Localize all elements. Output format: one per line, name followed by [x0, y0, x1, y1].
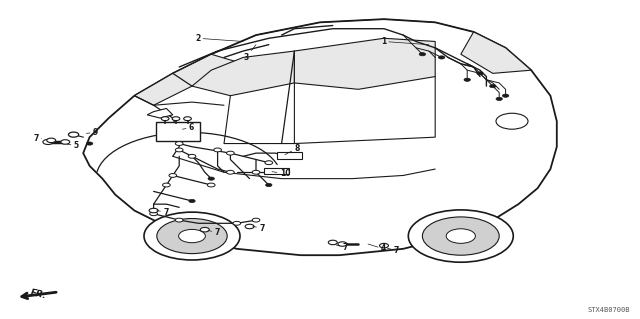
- Polygon shape: [134, 54, 243, 105]
- Circle shape: [446, 229, 476, 243]
- FancyBboxPatch shape: [277, 152, 302, 159]
- Text: FR.: FR.: [29, 288, 47, 300]
- Circle shape: [496, 113, 528, 129]
- Circle shape: [144, 212, 240, 260]
- Circle shape: [163, 183, 170, 187]
- Circle shape: [175, 148, 183, 152]
- Text: 7: 7: [253, 224, 264, 233]
- Circle shape: [496, 97, 502, 100]
- Text: 1: 1: [381, 37, 429, 46]
- Circle shape: [169, 174, 177, 177]
- Text: 7: 7: [208, 228, 220, 237]
- Text: 10: 10: [272, 169, 290, 178]
- Circle shape: [422, 217, 499, 255]
- Text: 4: 4: [368, 244, 386, 253]
- Circle shape: [149, 208, 158, 213]
- Circle shape: [380, 243, 388, 248]
- Text: 8: 8: [285, 144, 300, 155]
- Circle shape: [172, 117, 180, 121]
- Circle shape: [285, 155, 291, 158]
- Circle shape: [43, 139, 53, 145]
- Text: 6: 6: [182, 123, 194, 132]
- Text: 5: 5: [67, 141, 79, 150]
- Text: 7: 7: [157, 208, 168, 217]
- Circle shape: [47, 138, 56, 143]
- Text: STX4B0700B: STX4B0700B: [588, 307, 630, 313]
- Circle shape: [184, 117, 191, 121]
- Text: 9: 9: [86, 128, 98, 137]
- Circle shape: [233, 221, 241, 225]
- Circle shape: [86, 142, 93, 145]
- Circle shape: [266, 183, 272, 187]
- Circle shape: [188, 154, 196, 158]
- Circle shape: [68, 132, 79, 137]
- Circle shape: [328, 240, 337, 245]
- Circle shape: [227, 170, 234, 174]
- Circle shape: [266, 161, 272, 164]
- Text: 7: 7: [33, 134, 42, 143]
- Circle shape: [157, 219, 227, 254]
- Circle shape: [490, 85, 496, 88]
- Circle shape: [252, 170, 260, 174]
- Polygon shape: [147, 108, 173, 118]
- Circle shape: [252, 218, 260, 222]
- Circle shape: [179, 229, 205, 243]
- FancyBboxPatch shape: [264, 168, 289, 174]
- Polygon shape: [461, 32, 531, 73]
- Circle shape: [502, 94, 509, 97]
- Circle shape: [208, 177, 214, 180]
- Circle shape: [419, 53, 426, 56]
- Polygon shape: [192, 51, 294, 96]
- Circle shape: [408, 210, 513, 262]
- Circle shape: [245, 224, 254, 229]
- Circle shape: [207, 183, 215, 187]
- Text: 7: 7: [336, 243, 348, 252]
- Polygon shape: [83, 19, 557, 255]
- Circle shape: [189, 199, 195, 203]
- Circle shape: [265, 161, 273, 165]
- FancyBboxPatch shape: [156, 122, 200, 141]
- Circle shape: [338, 242, 347, 246]
- Circle shape: [175, 142, 183, 145]
- Circle shape: [227, 151, 234, 155]
- Polygon shape: [294, 38, 435, 89]
- Circle shape: [150, 212, 157, 216]
- Circle shape: [200, 227, 209, 232]
- Text: 2: 2: [195, 34, 243, 43]
- Text: 3: 3: [243, 45, 256, 62]
- Circle shape: [464, 78, 470, 81]
- Circle shape: [175, 218, 183, 222]
- Circle shape: [477, 72, 483, 75]
- Circle shape: [61, 140, 70, 144]
- Text: 7: 7: [387, 246, 399, 255]
- Circle shape: [438, 56, 445, 59]
- Circle shape: [161, 117, 169, 121]
- Circle shape: [214, 148, 221, 152]
